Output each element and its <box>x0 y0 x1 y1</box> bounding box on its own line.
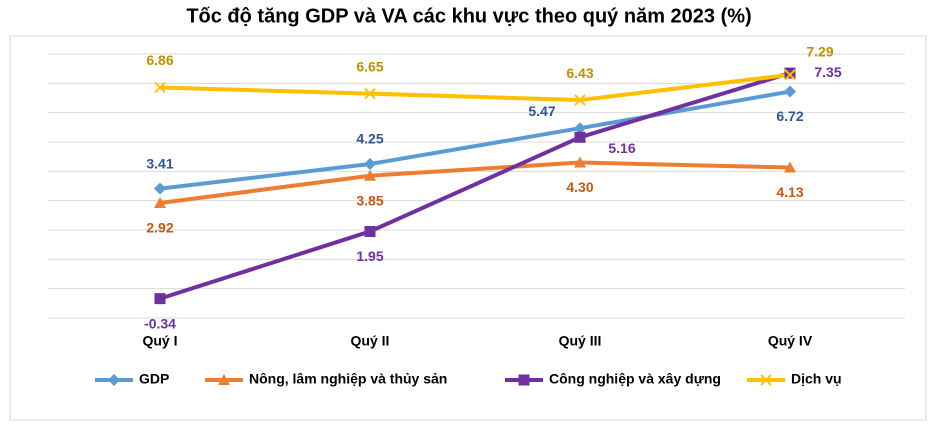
data-label: 3.85 <box>356 192 383 208</box>
point <box>574 131 586 143</box>
data-label: -0.34 <box>144 315 176 331</box>
point <box>364 169 376 181</box>
data-label: 4.25 <box>356 131 383 147</box>
data-label: 6.86 <box>146 52 173 68</box>
point <box>760 374 772 386</box>
point <box>154 182 166 195</box>
data-label: 7.29 <box>806 44 833 60</box>
legend-label: GDP <box>139 371 169 387</box>
point <box>574 94 586 106</box>
legend-label: Dịch vụ <box>791 371 842 387</box>
point <box>364 87 376 100</box>
data-label: 3.41 <box>146 155 173 171</box>
data-label: 6.72 <box>776 108 803 124</box>
point <box>784 85 796 98</box>
line <box>159 160 791 205</box>
data-label: 6.43 <box>566 65 593 81</box>
data-label: 1.95 <box>356 248 383 264</box>
point <box>574 122 586 135</box>
point <box>518 374 530 386</box>
x-tick-label: Quý III <box>559 333 602 349</box>
point <box>784 67 796 79</box>
point <box>364 225 376 237</box>
point <box>218 374 230 385</box>
x-tick-label: Quý I <box>142 333 177 349</box>
point <box>154 81 166 94</box>
data-label: 6.65 <box>356 58 383 74</box>
data-label: 4.30 <box>566 179 593 195</box>
point <box>154 197 166 209</box>
data-label: 2.92 <box>146 220 173 236</box>
data-label: 7.35 <box>814 64 841 80</box>
point <box>364 158 376 170</box>
chart-title: Tốc độ tăng GDP và VA các khu vực theo q… <box>186 5 751 27</box>
x-tick-label: Quý II <box>351 333 390 349</box>
data-label: 5.47 <box>528 103 555 119</box>
line <box>159 89 791 191</box>
chart-border <box>9 35 927 421</box>
point <box>784 69 796 81</box>
line <box>159 72 791 103</box>
line <box>159 71 791 301</box>
point <box>154 293 166 305</box>
data-label: 5.16 <box>608 140 635 156</box>
data-label: 4.13 <box>776 184 803 200</box>
legend-label: Nông, lâm nghiệp và thủy sản <box>249 371 447 387</box>
point <box>784 161 796 173</box>
legend-label: Công nghiệp và xây dựng <box>549 371 721 387</box>
x-tick-label: Quý IV <box>768 333 813 349</box>
point <box>108 374 120 386</box>
point <box>574 156 586 168</box>
